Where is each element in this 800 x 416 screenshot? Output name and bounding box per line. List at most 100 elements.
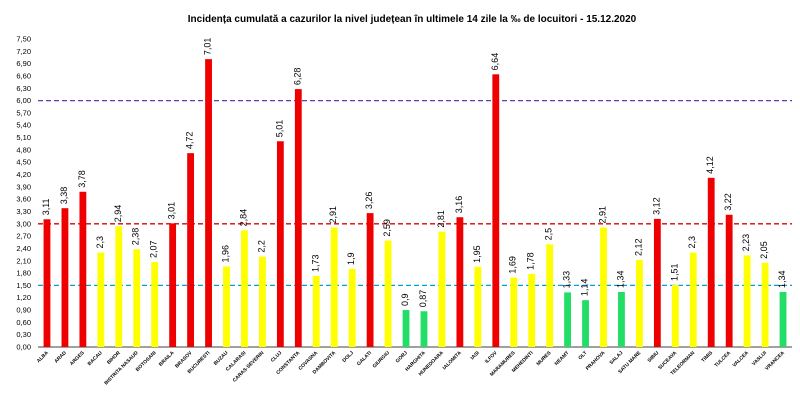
y-axis: 0,00 0,30 0,60 0,90 1,20 1,50 1,80 2,10 2,40 2,70…: [16, 35, 792, 352]
data-label: 1,73: [310, 254, 320, 272]
y-tick-label: 0,60: [16, 318, 31, 327]
bar: [779, 291, 787, 347]
data-label: 4,72: [185, 132, 195, 150]
data-label: 1,78: [526, 252, 536, 270]
y-tick-label: 6,30: [16, 84, 31, 93]
y-tick-label: 7,50: [16, 35, 31, 44]
y-tick-label: 2,70: [16, 232, 31, 241]
data-label: 2,3: [95, 236, 105, 249]
y-tick-label: 1,20: [16, 293, 31, 302]
data-label: 3,78: [77, 170, 87, 188]
bar: [438, 231, 446, 347]
data-label: 2,2: [256, 240, 266, 253]
bar: [223, 266, 230, 347]
data-labels: 3,11 3,38 3,78 2,3 2,94 2,38 2,07 3,01 4,72 7,01 1…: [41, 38, 787, 308]
bar: [258, 256, 266, 347]
bar: [97, 252, 105, 347]
bar: [241, 230, 248, 347]
y-tick-label: 0,30: [16, 330, 31, 339]
bar: [43, 219, 51, 347]
data-label: 1,95: [472, 245, 482, 263]
bar: [115, 226, 123, 347]
data-label: 2,23: [741, 234, 751, 252]
data-label: 6,28: [292, 68, 302, 86]
y-tick-label: 4,80: [16, 145, 31, 154]
x-tick-label: OLT: [577, 350, 588, 361]
bar: [294, 89, 302, 348]
bar: [546, 244, 554, 347]
bar: [61, 208, 69, 347]
y-tick-label: 6,60: [16, 71, 31, 80]
y-tick-label: 1,50: [16, 281, 31, 290]
bar: [600, 227, 607, 347]
data-label: 0,87: [418, 290, 428, 308]
chart-title: Incidența cumulată a cazurilor la nivel …: [188, 14, 637, 25]
data-label: 3,16: [454, 196, 464, 214]
data-label: 1,96: [221, 245, 231, 263]
bar: [474, 266, 482, 347]
threshold-lines: [38, 99, 792, 287]
y-tick-label: 1,80: [16, 269, 31, 278]
bar: [205, 59, 212, 347]
data-label: 3,12: [651, 197, 661, 215]
y-tick-label: 0,90: [16, 306, 31, 315]
bar: [348, 268, 356, 347]
bar: [528, 273, 536, 347]
bar: [151, 261, 159, 347]
bar: [384, 240, 392, 347]
bar: [330, 227, 338, 347]
y-tick-label: 3,30: [16, 207, 31, 216]
data-label: 1,51: [669, 263, 679, 281]
data-label: 2,5: [544, 228, 554, 241]
data-label: 2,38: [131, 228, 141, 246]
x-tick-label: IASI: [470, 350, 482, 362]
y-tick-label: 4,50: [16, 158, 31, 167]
data-label: 4,12: [705, 156, 715, 174]
bar: [456, 217, 464, 347]
data-label: 2,07: [149, 240, 159, 258]
y-tick-label: 5,70: [16, 108, 31, 117]
data-label: 6,64: [490, 53, 500, 71]
data-label: 3,26: [364, 192, 374, 210]
y-tick-label: 3,90: [16, 182, 31, 191]
data-label: 2,84: [238, 209, 248, 227]
bar: [618, 291, 625, 347]
bar: [312, 275, 320, 347]
y-tick-label: 4,20: [16, 170, 31, 179]
data-label: 5,01: [274, 120, 284, 138]
bar: [582, 300, 589, 347]
data-label: 3,01: [167, 202, 177, 220]
y-tick-label: 5,10: [16, 133, 31, 142]
data-label: 2,94: [113, 205, 123, 223]
y-tick-label: 6,90: [16, 59, 31, 68]
bar: [635, 259, 643, 347]
data-label: 3,38: [59, 187, 69, 205]
bar: [725, 214, 733, 347]
data-label: 1,14: [580, 279, 590, 297]
data-label: 1,9: [346, 252, 356, 265]
bar: [187, 153, 195, 347]
y-tick-label: 2,10: [16, 256, 31, 265]
y-tick-label: 3,60: [16, 195, 31, 204]
data-label: 2,91: [328, 206, 338, 224]
data-label: 3,22: [723, 193, 733, 211]
bar: [707, 177, 715, 347]
bar-series: [43, 59, 787, 348]
bar: [133, 249, 141, 347]
y-tick-label: 6,00: [16, 96, 31, 105]
bar: [653, 218, 661, 347]
data-label: 2,12: [633, 238, 643, 256]
data-label: 2,05: [759, 241, 769, 259]
data-label: 0,9: [400, 294, 410, 307]
data-label: 1,69: [508, 256, 518, 274]
bar: [564, 292, 572, 347]
data-label: 2,91: [598, 206, 608, 224]
bar: [671, 284, 679, 347]
bar: [169, 223, 177, 347]
bar: [510, 277, 518, 347]
data-label: 1,34: [777, 270, 787, 288]
data-label: 7,01: [203, 38, 213, 56]
bar: [420, 311, 428, 347]
data-label: 1,33: [562, 271, 572, 289]
